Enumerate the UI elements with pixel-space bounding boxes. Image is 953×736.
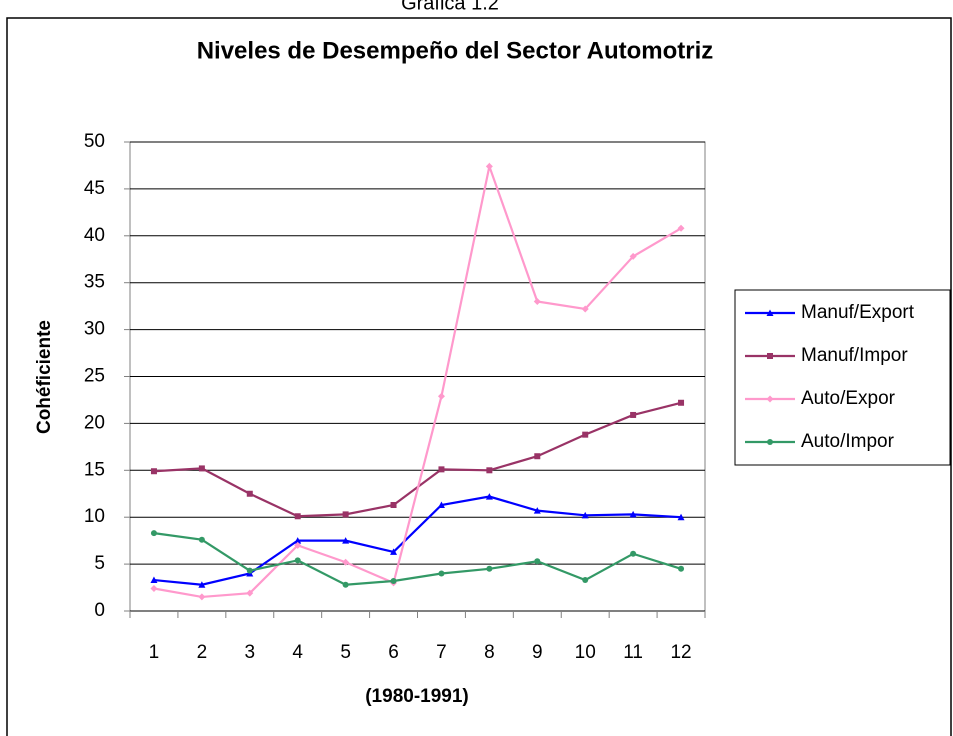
y-tick-label: 10 <box>84 506 105 527</box>
marker <box>390 577 397 584</box>
x-tick-label: 6 <box>388 642 399 663</box>
x-tick-label: 9 <box>532 642 543 663</box>
marker <box>342 558 350 566</box>
marker <box>342 511 349 518</box>
marker <box>198 593 206 601</box>
legend-label: Auto/Expor <box>801 388 896 409</box>
marker <box>581 305 589 313</box>
marker <box>437 501 445 509</box>
marker <box>677 513 685 521</box>
y-tick-label: 15 <box>84 459 105 480</box>
y-tick-label: 40 <box>84 225 105 246</box>
chart-title: Niveles de Desempeño del Sector Automotr… <box>197 37 714 64</box>
chart-caption: Gráfica 1.2 <box>401 0 499 14</box>
marker <box>198 536 205 543</box>
marker <box>150 576 158 584</box>
marker <box>390 548 398 555</box>
x-tick-label: 2 <box>197 642 208 663</box>
marker <box>198 465 205 472</box>
y-tick-label: 0 <box>94 600 105 621</box>
x-tick-label: 10 <box>575 642 596 663</box>
legend-label: Auto/Impor <box>801 431 895 452</box>
marker <box>766 309 774 316</box>
marker <box>766 395 774 403</box>
y-tick-label: 45 <box>84 178 105 199</box>
legend-label: Manuf/Export <box>801 302 915 323</box>
marker <box>150 530 157 537</box>
marker <box>198 581 206 588</box>
marker <box>582 577 589 584</box>
y-tick-label: 20 <box>84 412 105 433</box>
marker <box>767 439 773 445</box>
marker <box>677 224 685 232</box>
x-tick-label: 8 <box>484 642 495 663</box>
marker <box>294 513 301 520</box>
x-tick-label: 1 <box>149 642 160 663</box>
marker <box>533 297 541 305</box>
marker <box>485 493 493 500</box>
marker <box>486 467 493 474</box>
marker <box>678 565 685 572</box>
marker <box>767 353 773 359</box>
marker <box>533 507 541 514</box>
marker <box>438 570 445 577</box>
marker <box>629 510 637 518</box>
marker <box>629 252 637 260</box>
y-tick-label: 50 <box>84 131 105 152</box>
x-tick-label: 4 <box>292 642 303 663</box>
marker <box>534 453 541 460</box>
marker <box>342 537 350 544</box>
x-tick-label: 7 <box>436 642 447 663</box>
marker <box>246 589 254 597</box>
marker <box>437 392 445 400</box>
marker <box>678 399 685 406</box>
marker <box>486 565 493 572</box>
marker <box>581 511 589 519</box>
y-tick-label: 5 <box>94 553 105 574</box>
y-tick-label: 25 <box>84 366 105 387</box>
marker <box>150 584 158 592</box>
marker <box>485 162 493 170</box>
y-axis-title: Cohéficiente <box>34 320 55 434</box>
marker <box>630 550 637 557</box>
x-tick-label: 3 <box>245 642 256 663</box>
marker <box>342 581 349 588</box>
x-axis-title: (1980-1991) <box>365 686 469 707</box>
series-line <box>153 162 682 599</box>
series-line <box>153 532 682 586</box>
series-line <box>153 495 682 586</box>
marker <box>294 537 302 544</box>
marker <box>390 502 397 509</box>
marker <box>294 541 302 549</box>
marker <box>246 567 253 574</box>
marker <box>246 490 253 497</box>
marker <box>150 468 157 475</box>
x-tick-label: 11 <box>623 642 643 663</box>
y-tick-label: 30 <box>84 319 105 340</box>
marker <box>582 431 589 438</box>
marker <box>630 411 637 418</box>
legend-label: Manuf/Impor <box>801 345 908 366</box>
marker <box>534 558 541 565</box>
y-tick-label: 35 <box>84 272 105 293</box>
marker <box>294 557 301 564</box>
marker <box>438 466 445 473</box>
legend-box <box>734 289 951 466</box>
x-tick-label: 5 <box>340 642 351 663</box>
x-tick-label: 12 <box>670 642 691 663</box>
